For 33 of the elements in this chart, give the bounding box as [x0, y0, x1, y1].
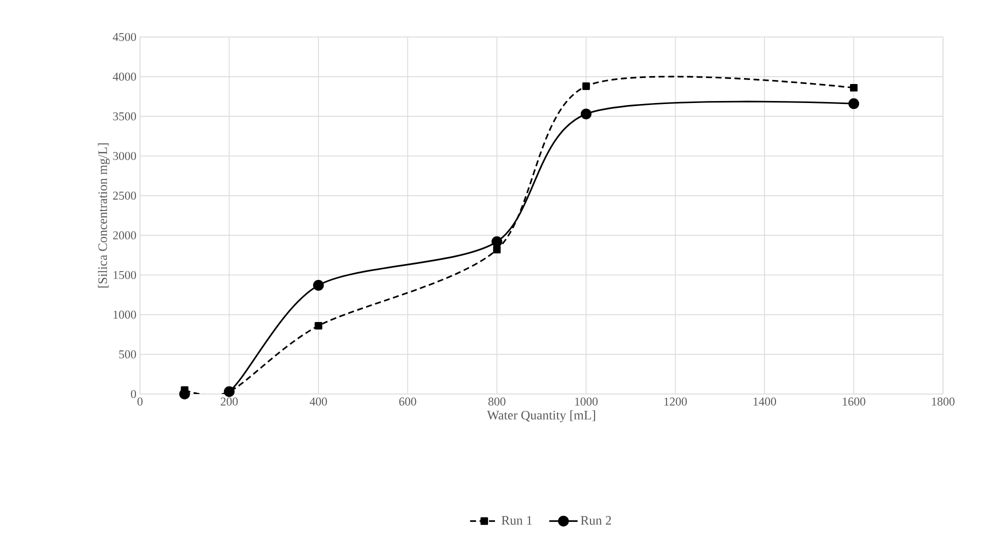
x-tick-label: 1000 — [575, 398, 598, 406]
y-tick-label: 2500 — [113, 192, 136, 200]
x-tick-label: 800 — [488, 398, 506, 406]
y-tick-label: 1000 — [114, 310, 136, 319]
x-tick-label: 1600 — [842, 398, 866, 406]
point — [179, 388, 190, 400]
y-tick-label: 1500 — [114, 270, 136, 280]
legend-label: Run 2 — [580, 516, 611, 525]
point — [848, 98, 860, 110]
y-tick-label: 2000 — [113, 231, 136, 240]
y-tick-label: 0 — [130, 390, 136, 398]
point — [314, 322, 322, 330]
x-tick-label: 400 — [310, 398, 327, 406]
y-axis-title: [Silica Concentration mg/L] — [98, 143, 110, 288]
legend-label: Run 1 — [502, 516, 532, 525]
x-tick-label: 200 — [220, 398, 238, 406]
y-tick-label: 3000 — [113, 152, 136, 160]
x-tick-label: 1800 — [932, 398, 954, 406]
y-tick-label: 4500 — [112, 32, 136, 42]
y-tick-label: 4000 — [112, 72, 136, 81]
point — [580, 108, 592, 120]
point — [492, 236, 502, 248]
point — [582, 82, 590, 90]
x-tick-label: 600 — [399, 398, 416, 406]
point — [850, 84, 858, 92]
y-tick-label: 3500 — [113, 112, 136, 120]
point — [493, 246, 501, 254]
point — [313, 280, 324, 291]
x-axis-title: Water Quantity [mL] — [487, 410, 596, 422]
x-tick-label: 0 — [137, 398, 143, 406]
x-tick-label: 1200 — [664, 398, 687, 406]
y-tick-label: 500 — [119, 350, 136, 358]
x-tick-label: 1400 — [754, 398, 776, 406]
